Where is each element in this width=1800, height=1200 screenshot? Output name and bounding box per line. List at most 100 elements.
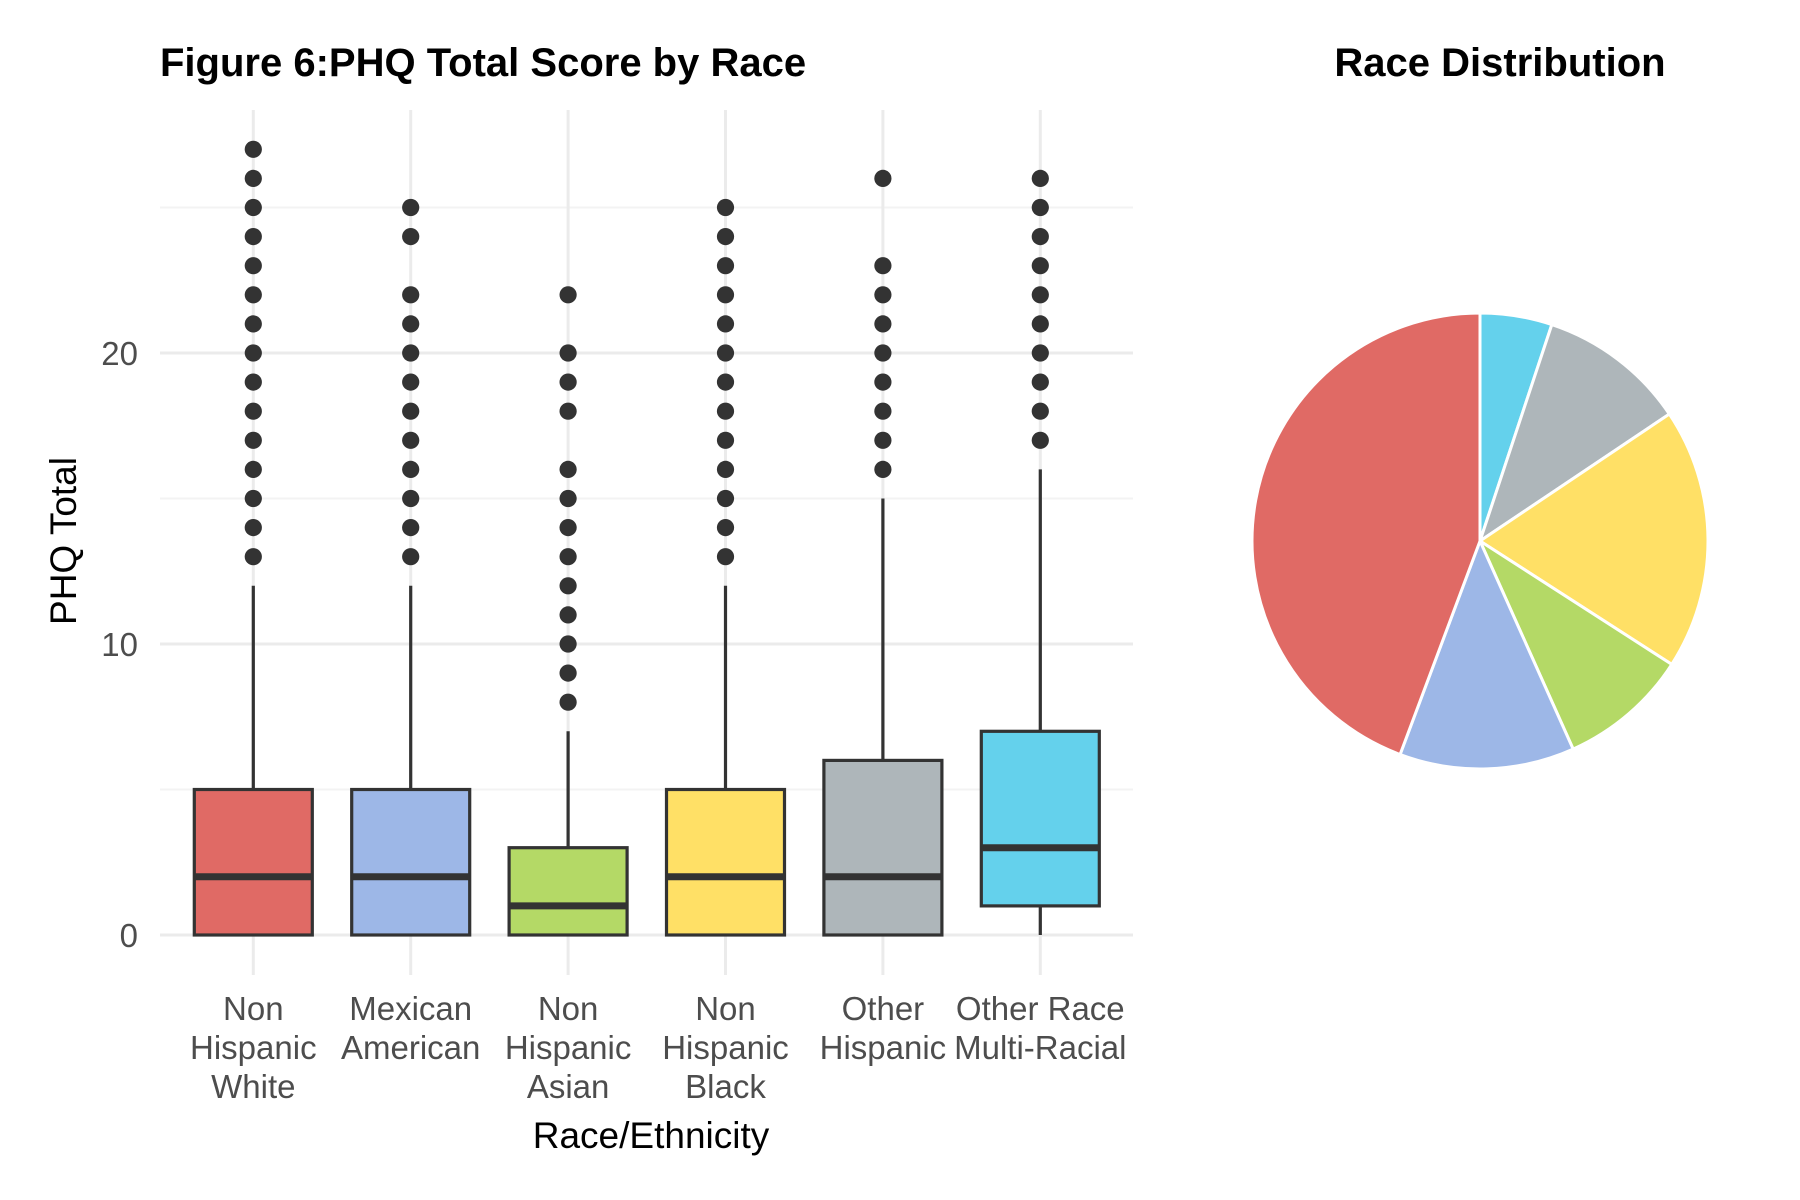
x-tick-label-line: White [211, 1068, 295, 1105]
outlier-point [874, 373, 892, 391]
box-iqr [664, 787, 787, 937]
outlier-point [559, 344, 577, 362]
x-tick-label-line: Hispanic [505, 1029, 632, 1066]
outlier-point [1031, 257, 1049, 275]
box-group [822, 169, 944, 937]
outlier-point [874, 460, 892, 478]
outlier-point [874, 431, 892, 449]
x-tick-label: Non Hispanic Black [662, 990, 789, 1105]
outlier-point [874, 315, 892, 333]
outlier-point [1031, 228, 1049, 246]
box-plot-title: Figure 6:PHQ Total Score by Race [160, 41, 806, 85]
outlier-point [716, 402, 735, 420]
outlier-point [716, 198, 735, 217]
outlier-point [244, 460, 262, 478]
outlier-point [559, 635, 577, 653]
outlier-point [1031, 402, 1049, 420]
x-tick-label: Other Race Multi-Racial [954, 990, 1126, 1066]
x-tick-label-line: Hispanic [662, 1029, 789, 1066]
outlier-point [244, 519, 262, 537]
outlier-point [716, 373, 735, 391]
pie-slice [1477, 411, 1710, 667]
outlier-point [244, 198, 262, 217]
x-tick-label-line: Mexican [349, 990, 472, 1027]
outlier-point [716, 286, 735, 304]
outlier-point [874, 344, 892, 362]
x-tick-label-line: Multi-Racial [954, 1029, 1126, 1066]
outlier-point [716, 344, 735, 362]
box-plot-marks [192, 140, 1101, 937]
box-group [350, 198, 472, 937]
outlier-point [559, 519, 577, 537]
outlier-point [559, 460, 577, 478]
outlier-point [402, 315, 420, 333]
outlier-point [244, 228, 262, 246]
outlier-point [559, 548, 577, 566]
outlier-point [244, 257, 262, 275]
outlier-point [402, 489, 420, 508]
box-iqr [507, 846, 629, 937]
outlier-point [716, 228, 735, 246]
box-group [664, 198, 787, 937]
outlier-point [244, 140, 262, 158]
outlier-point [559, 373, 577, 391]
outlier-point [874, 402, 892, 420]
outlier-point [716, 489, 735, 508]
x-tick-label: Non Hispanic Asian [505, 990, 632, 1105]
outlier-point [244, 431, 262, 449]
outlier-point [716, 257, 735, 275]
outlier-point [244, 373, 262, 391]
x-tick-label-line: Hispanic [190, 1029, 317, 1066]
outlier-point [402, 286, 420, 304]
outlier-point [402, 344, 420, 362]
box-iqr [979, 729, 1101, 908]
outlier-point [244, 548, 262, 566]
outlier-point [402, 548, 420, 566]
outlier-point [1031, 344, 1049, 362]
x-tick-label: Non Hispanic White [190, 990, 317, 1105]
pie-slice [1398, 537, 1576, 771]
outlier-point [874, 169, 892, 187]
x-tick-label-line: Asian [527, 1068, 610, 1105]
outlier-point [1031, 373, 1049, 391]
outlier-point [716, 519, 735, 537]
outlier-point [402, 373, 420, 391]
pie-slice [1477, 322, 1672, 545]
box-plot-panel: Figure 6:PHQ Total Score by Race 0 10 20 N… [43, 41, 1133, 1156]
outlier-point [559, 693, 577, 711]
box-iqr [822, 758, 944, 937]
outlier-point [244, 402, 262, 420]
y-axis-title: PHQ Total [43, 457, 84, 625]
outlier-point [244, 344, 262, 362]
x-tick-label: Other Hispanic [820, 990, 947, 1066]
outlier-point [716, 315, 735, 333]
x-tick-label-line: Non [538, 990, 599, 1027]
x-tick-label-line: Other [842, 990, 925, 1027]
outlier-point [244, 489, 262, 508]
box-iqr [350, 787, 472, 937]
x-tick-label: Mexican American [341, 990, 480, 1066]
outlier-point [244, 286, 262, 304]
box-group [192, 140, 314, 937]
pie-slices [1250, 311, 1710, 771]
pie-slice [1476, 537, 1674, 752]
outlier-point [874, 286, 892, 304]
pie-chart-panel: Race Distribution [1250, 41, 1710, 771]
outlier-point [402, 198, 420, 217]
outlier-point [559, 664, 577, 682]
outlier-point [559, 489, 577, 508]
x-tick-label-line: Non [695, 990, 756, 1027]
x-tick-label-line: Hispanic [820, 1029, 947, 1066]
x-tick-label-line: Non [223, 990, 284, 1027]
pie-slice [1250, 311, 1482, 757]
outlier-point [716, 460, 735, 478]
x-axis-title: Race/Ethnicity [533, 1115, 770, 1156]
x-tick-label-line: American [341, 1029, 480, 1066]
outlier-point [402, 460, 420, 478]
outlier-point [1031, 431, 1049, 449]
y-tick-label: 20 [101, 335, 138, 372]
box-group [979, 169, 1101, 935]
outlier-point [1031, 169, 1049, 187]
pie-chart-title: Race Distribution [1334, 41, 1665, 85]
